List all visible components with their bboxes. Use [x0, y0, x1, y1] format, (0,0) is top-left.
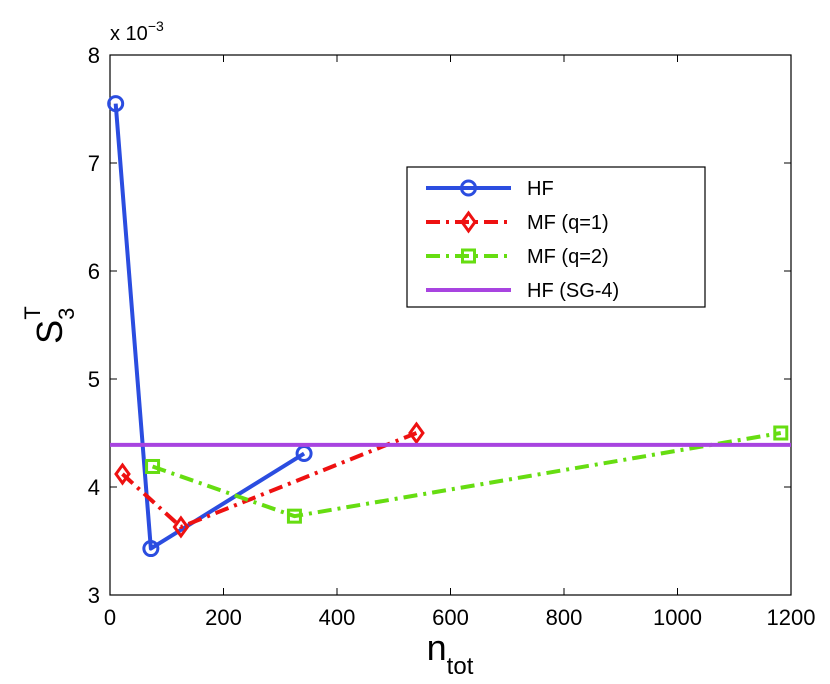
x-tick-label: 800 — [546, 605, 583, 630]
legend-label: HF (SG-4) — [527, 280, 619, 302]
legend-marker — [460, 210, 477, 234]
y-exponent-label: x 10−3 — [110, 18, 164, 45]
data-point — [172, 515, 190, 539]
data-point — [145, 458, 161, 474]
data-point — [107, 95, 125, 113]
y-tick-label: 4 — [88, 475, 100, 500]
data-point — [142, 540, 160, 558]
x-tick-label: 600 — [432, 605, 469, 630]
legend-entry: MF (q=2) — [426, 246, 609, 268]
legend-entry: HF — [426, 178, 554, 200]
series-layer — [107, 95, 791, 558]
data-point — [114, 462, 131, 486]
x-tick-label: 1200 — [767, 605, 816, 630]
ticks — [109, 54, 792, 596]
data-point — [408, 421, 425, 445]
series-line — [113, 103, 306, 551]
legend-label: MF (q=2) — [527, 246, 609, 268]
x-tick-label: 0 — [104, 605, 116, 630]
y-tick-label: 5 — [88, 367, 100, 392]
legend-marker — [460, 179, 477, 197]
series-mf-q-2- — [145, 425, 789, 524]
legend-marker — [461, 248, 476, 264]
data-point — [286, 508, 302, 524]
legend: HF MF (q=1) MF (q=2) HF (SG-4) — [406, 166, 706, 308]
series-mf-q-1- — [114, 421, 425, 539]
y-tick-label: 8 — [88, 43, 100, 68]
x-tick-label: 200 — [205, 605, 242, 630]
legend-entry: MF (q=1) — [426, 210, 609, 234]
x-axis-label: ntot — [427, 627, 474, 680]
x-tick-label: 1000 — [653, 605, 702, 630]
y-tick-label: 3 — [88, 583, 100, 608]
series-line — [121, 431, 418, 529]
y-tick-label: 6 — [88, 259, 100, 284]
tick-labels: 0 200 400 600 800 1000 1200 3 4 5 6 7 8 — [88, 43, 816, 630]
legend-box — [406, 166, 706, 308]
series-line — [151, 431, 782, 519]
legend-label: HF — [527, 178, 554, 200]
x-tick-label: 400 — [319, 605, 356, 630]
y-tick-label: 7 — [88, 151, 100, 176]
data-point — [773, 425, 789, 441]
legend-entry: HF (SG-4) — [426, 280, 619, 302]
y-axis-label: S3T — [20, 306, 79, 344]
legend-entries: HF MF (q=1) MF (q=2) HF (SG-4) — [426, 178, 619, 302]
legend-label: MF (q=1) — [527, 212, 609, 234]
axes-box — [109, 54, 792, 596]
